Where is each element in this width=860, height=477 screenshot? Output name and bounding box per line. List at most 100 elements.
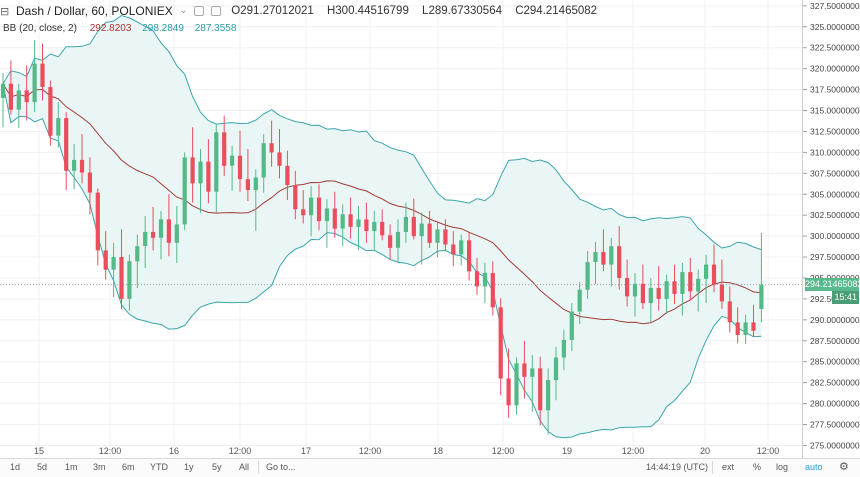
bottom-toolbar: 1d 5d 1m 3m 6m YTD 1y 5y All Go to... 14… [0, 458, 860, 477]
candle-body [24, 90, 29, 103]
indicator-label[interactable]: BB (20, close, 2) [3, 23, 77, 34]
bb-basis-line [2, 83, 762, 325]
collapse-icon[interactable]: ⊟ [0, 4, 10, 18]
log-toggle[interactable]: log [776, 462, 789, 472]
chevron-down-icon[interactable]: ⌄ [179, 6, 188, 16]
time-tick-label: 12:00 [492, 446, 515, 456]
candle-body [8, 83, 13, 110]
price-tick-label: 300.00000000 [810, 231, 860, 241]
remove-box-icon[interactable] [211, 6, 222, 16]
price-tick-label: 277.50000000 [810, 420, 860, 430]
candle-body [680, 272, 685, 294]
candle-body [111, 257, 116, 270]
candle-body [95, 192, 100, 251]
price-axis[interactable]: 327.50000000 325.00000000 322.50000000 320.… [802, 0, 860, 458]
candle-body [704, 264, 709, 279]
indicator-legend[interactable]: BB (20, close, 2) 292.8203 298.2849 287.… [3, 23, 236, 34]
time-tick-label: 12:00 [622, 446, 645, 456]
price-tick-label: 302.50000000 [810, 210, 860, 220]
toolbar-divider [712, 461, 713, 474]
auto-scale-toggle[interactable]: auto [805, 462, 823, 472]
range-6m[interactable]: 6m [122, 462, 135, 472]
time-tick-label: 19 [562, 446, 572, 456]
candle-body [158, 219, 164, 238]
price-tick-label: 282.50000000 [810, 378, 860, 388]
range-all[interactable]: All [239, 462, 250, 472]
range-5y[interactable]: 5y [212, 462, 222, 472]
candle-body [593, 252, 598, 262]
candle-body [222, 132, 227, 166]
candle-body [743, 322, 748, 335]
settings-box-icon[interactable] [194, 6, 205, 16]
candle-body [467, 240, 472, 272]
candle-body [419, 223, 424, 237]
candle-body [490, 273, 495, 308]
candle-body [127, 261, 132, 299]
price-tick-label: 322.50000000 [810, 43, 860, 53]
candle-body [751, 322, 756, 331]
toolbar-divider [258, 461, 259, 474]
range-1d[interactable]: 1d [10, 462, 21, 472]
range-3m[interactable]: 3m [93, 462, 106, 472]
candle-body [135, 246, 140, 262]
candle-body [474, 271, 480, 287]
price-tick-label: 317.50000000 [810, 85, 860, 95]
candle-body [143, 231, 148, 247]
gear-icon[interactable]: ⚙ [839, 460, 849, 473]
candle-body [119, 257, 124, 299]
price-tick-label: 287.50000000 [810, 336, 860, 346]
price-tick-label: 285.00000000 [810, 357, 860, 367]
candle-body [340, 214, 345, 229]
candle-body [569, 311, 574, 340]
price-tick-label: 315.00000000 [810, 106, 860, 116]
candle-body [64, 118, 69, 171]
price-axis-ticks: 327.50000000 325.00000000 322.50000000 320.… [803, 1, 860, 450]
candle-body [48, 87, 53, 136]
utc-clock[interactable]: 14:44:19 (UTC) [646, 462, 709, 472]
candle-body [411, 216, 416, 237]
range-1m[interactable]: 1m [65, 462, 78, 472]
candle-body [364, 219, 369, 232]
percent-toggle[interactable]: % [753, 462, 762, 472]
last-price-label: 294.21465082 [805, 277, 860, 291]
candle-body [237, 155, 243, 180]
ext-toggle[interactable]: ext [722, 462, 735, 472]
candle-body [324, 208, 329, 222]
price-tick-label: 312.50000000 [810, 126, 860, 136]
candle-body [214, 132, 219, 192]
ohlc-values: O291.27012021 H300.44516799 L289.6733056… [231, 5, 607, 17]
chart-pane[interactable]: 15 12:00 16 12:00 17 12:00 18 12:00 19 12:00 20 12:… [0, 0, 802, 458]
symbol-title[interactable]: Dash / Dollar, 60, POLONIEX [16, 4, 173, 18]
time-tick-label: 12:00 [229, 446, 252, 456]
candle-body [696, 278, 701, 292]
candle-body [316, 197, 322, 221]
price-chart[interactable]: 15 12:00 16 12:00 17 12:00 18 12:00 19 12:00 20 12:… [0, 0, 802, 458]
candle-body [601, 252, 606, 265]
high-value: H300.44516799 [326, 5, 409, 17]
candle-body [206, 161, 211, 192]
candle-body [103, 250, 108, 270]
bb-upper-value: 298.2849 [142, 23, 184, 34]
candle-body [174, 224, 179, 243]
candle-body [285, 165, 290, 186]
candle-body [356, 219, 361, 227]
symbol-legend: ⊟ Dash / Dollar, 60, POLONIEX ⌄ O291.270… [0, 4, 607, 18]
range-1y[interactable]: 1y [184, 462, 194, 472]
range-5d[interactable]: 5d [37, 462, 48, 472]
candle-body [380, 221, 385, 236]
bb-lower-value: 287.3558 [194, 23, 237, 34]
candle-body [625, 278, 630, 297]
candle-body [253, 177, 258, 191]
candle-body [577, 289, 582, 312]
candle-body [230, 155, 235, 166]
goto-button[interactable]: Go to... [266, 462, 296, 472]
candle-body [277, 152, 282, 166]
candle-body [293, 185, 298, 210]
candle-body [261, 143, 266, 178]
candle-body [435, 229, 440, 243]
candle-body [166, 219, 171, 243]
range-ytd[interactable]: YTD [150, 462, 168, 472]
price-tick-label: 320.00000000 [810, 64, 860, 74]
candle-body [56, 118, 61, 136]
